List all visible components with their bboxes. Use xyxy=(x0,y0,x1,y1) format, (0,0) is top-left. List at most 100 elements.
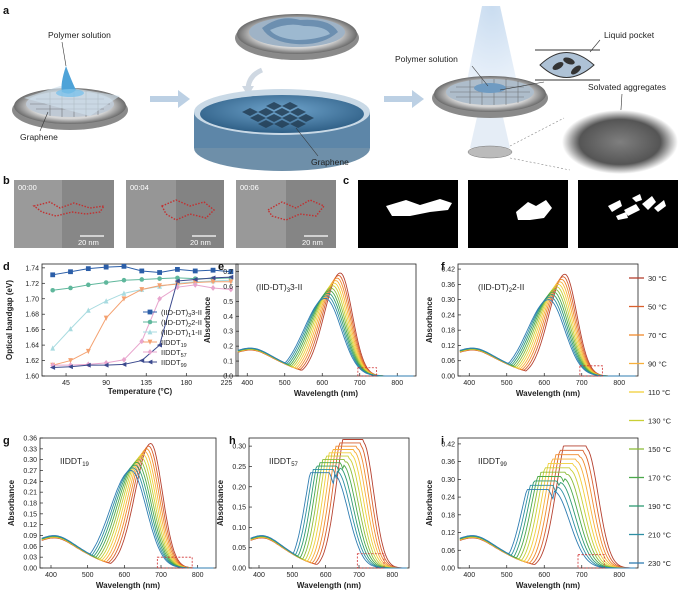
d-point-3 xyxy=(103,315,109,321)
g-ytick-label: 0.03 xyxy=(23,555,37,562)
panel-c: c xyxy=(343,175,678,248)
frame-scale-1: 20 nm xyxy=(78,238,99,247)
e-xtick-label: 600 xyxy=(316,380,328,387)
panel-h-frame xyxy=(248,437,410,569)
h-ytick-label: 0.25 xyxy=(232,464,246,471)
graphene-label-left: Graphene xyxy=(20,132,58,142)
temp-legend-label: 130 °C xyxy=(648,417,672,426)
d-point-3 xyxy=(157,283,162,289)
h-curve xyxy=(250,449,407,569)
d-point-1 xyxy=(103,280,109,285)
h-ytick-label: 0.20 xyxy=(232,484,246,491)
d-point-4 xyxy=(121,356,127,363)
d-point-1 xyxy=(175,275,180,281)
d-point-3 xyxy=(210,279,216,285)
temp-legend-label: 150 °C xyxy=(648,445,672,454)
d-point-1 xyxy=(157,276,162,281)
f-xlabel: Wavelength (nm) xyxy=(516,389,580,398)
panel-d-frame xyxy=(41,263,239,377)
polymer-droplet xyxy=(61,66,76,94)
d-point-5 xyxy=(192,277,198,282)
d-legend-marker xyxy=(147,329,153,335)
g-ytick-label: 0.24 xyxy=(23,479,37,486)
panel-d-series xyxy=(49,263,234,370)
d-point-0 xyxy=(157,270,162,275)
i-curve xyxy=(459,476,636,569)
solvated-aggregates-image xyxy=(562,110,678,174)
i-ytick-label: 0.36 xyxy=(441,459,455,466)
panel-letter-g: g xyxy=(3,435,10,447)
d-ytick-label: 1.74 xyxy=(25,265,39,272)
g-ytick-label: 0.00 xyxy=(23,566,37,573)
d-point-5 xyxy=(174,278,180,284)
d-point-2 xyxy=(121,290,127,296)
panel-d-xlabel: Temperature (°C) xyxy=(108,387,173,396)
d-point-3 xyxy=(121,296,127,302)
h-ylabel: Absorbance xyxy=(216,479,225,526)
frame-time-2: 00:04 xyxy=(130,183,149,192)
h-xtick-label: 400 xyxy=(253,572,265,579)
d-point-0 xyxy=(85,266,91,272)
i-curve xyxy=(459,462,636,569)
f-xtick-label: 600 xyxy=(538,380,550,387)
temperature-legend: 30 °C 50 °C 70 °C 90 °C 110 °C 130 °C 150 °C 17… xyxy=(629,274,672,568)
e-ytick-label: 0.7 xyxy=(223,269,233,276)
d-point-3 xyxy=(139,287,145,293)
i-ytick-label: 0.30 xyxy=(441,477,455,484)
arrow-right-icon xyxy=(150,90,190,108)
d-point-5 xyxy=(210,275,216,281)
d-point-5 xyxy=(228,274,234,280)
h-zoom-box xyxy=(356,553,385,569)
h-ytick-label: 0.10 xyxy=(232,525,246,532)
temp-legend-label: 50 °C xyxy=(648,303,667,312)
d-ytick-label: 1.68 xyxy=(25,312,39,319)
d-point-5 xyxy=(156,342,162,348)
panel-g: g 0.00 0.03 0.06 0.09 0.12 0.15 0.18 0.21 0.24 0.2… xyxy=(3,435,217,590)
h-ytick-label: 0.05 xyxy=(232,545,246,552)
e-ylabel: Absorbance xyxy=(203,296,212,343)
panel-b: b 00:00 20 nm 00:04 20 nm 00:06 20 nm xyxy=(3,175,336,248)
h-ytick-label: 0.30 xyxy=(232,444,246,451)
panel-letter-b: b xyxy=(3,175,10,187)
d-point-0 xyxy=(68,269,73,275)
panel-letter-e: e xyxy=(218,261,224,273)
d-point-3 xyxy=(85,348,91,355)
d-ytick-label: 1.62 xyxy=(25,358,39,365)
frame-scale-3: 20 nm xyxy=(302,238,323,247)
d-point-2 xyxy=(85,307,91,313)
h-xtick-label: 800 xyxy=(386,572,398,579)
e-xtick-label: 400 xyxy=(241,380,253,387)
g-curve xyxy=(41,459,214,569)
g-xtick-label: 400 xyxy=(45,572,57,579)
e-xtick-label: 800 xyxy=(391,380,403,387)
f-ytick-label: 0.36 xyxy=(441,282,455,289)
tem-grid-left xyxy=(12,66,128,130)
f-curve xyxy=(459,278,636,377)
e-ytick-label: 0.1 xyxy=(223,359,233,366)
h-title: IIDDT57 xyxy=(269,456,299,468)
d-point-3 xyxy=(228,279,234,285)
f-zoom-box xyxy=(579,365,603,377)
g-ytick-label: 0.36 xyxy=(23,436,37,443)
d-point-0 xyxy=(50,272,56,278)
d-point-4 xyxy=(139,338,145,345)
tem-frame-1: 00:00 20 nm xyxy=(14,180,114,248)
g-ylabel: Absorbance xyxy=(7,479,16,526)
d-ytick-label: 1.70 xyxy=(25,296,39,303)
d-point-2 xyxy=(103,298,109,304)
f-xtick-label: 800 xyxy=(613,380,625,387)
temp-legend-label: 70 °C xyxy=(648,331,667,340)
temp-legend-label: 110 °C xyxy=(648,388,671,397)
d-xtick-label: 180 xyxy=(180,380,192,387)
polymer-solution-label-right: Polymer solution xyxy=(395,54,458,64)
i-xtick-label: 700 xyxy=(576,572,588,579)
d-ytick-label: 1.66 xyxy=(25,327,39,334)
i-xlabel: Wavelength (nm) xyxy=(516,581,580,590)
i-ytick-label: 0.24 xyxy=(441,495,455,502)
i-xtick-label: 600 xyxy=(538,572,550,579)
polymer-solution-label: Polymer solution xyxy=(48,30,111,40)
i-ytick-label: 0.18 xyxy=(441,512,455,519)
h-xlabel: Wavelength (nm) xyxy=(297,581,361,590)
d-xtick-label: 45 xyxy=(62,380,70,387)
d-point-5 xyxy=(103,362,109,368)
